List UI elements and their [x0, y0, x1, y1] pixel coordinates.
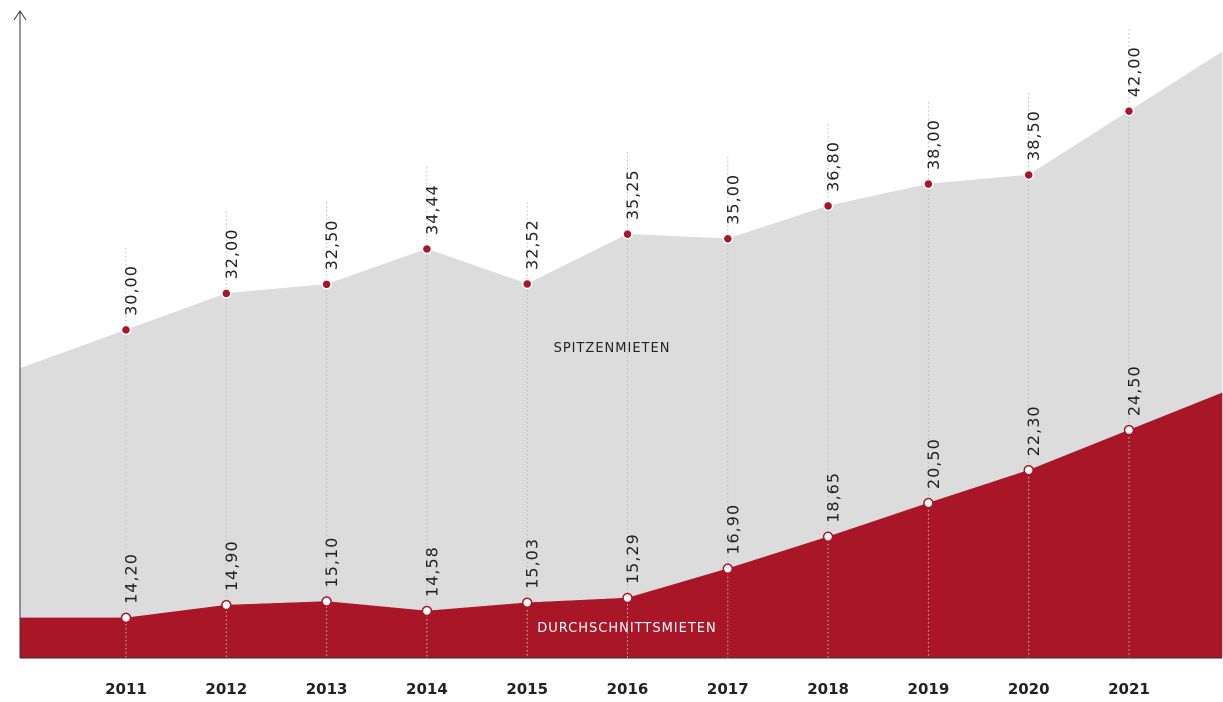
y-axis-arrow	[13, 10, 27, 21]
x-tick-label: 2016	[607, 680, 649, 698]
point	[221, 288, 232, 299]
point	[1123, 424, 1135, 436]
value-label: 15,10	[322, 537, 341, 588]
point	[1023, 464, 1034, 476]
x-tick-label: 2015	[506, 680, 548, 698]
point	[722, 233, 734, 244]
point	[321, 279, 332, 290]
marks: 30,00 32,00 32,50 34,44 32,52 35,25 35,00 36,80…	[105, 46, 1150, 698]
x-tick-label: 2018	[807, 680, 849, 698]
value-label: 36,80	[824, 141, 843, 192]
x-tick-label: 2013	[306, 680, 348, 698]
value-label: 32,52	[523, 219, 542, 270]
point	[622, 228, 633, 240]
series-label: DURCHSCHNITTSMIETEN	[537, 621, 716, 636]
value-label: 35,00	[723, 174, 742, 225]
value-label: 15,03	[523, 538, 542, 589]
x-tick-label: 2019	[908, 680, 950, 698]
value-label: 22,30	[1024, 405, 1043, 456]
value-label: 32,00	[222, 229, 241, 280]
point	[1123, 105, 1135, 117]
value-label: 38,50	[1024, 110, 1043, 161]
point	[120, 612, 132, 624]
value-label: 15,29	[623, 533, 642, 584]
x-tick-label: 2020	[1008, 680, 1050, 698]
point	[321, 596, 332, 607]
value-label: 38,00	[924, 119, 943, 170]
area-edge	[19, 617, 127, 659]
value-label: 34,44	[422, 184, 441, 235]
value-label: 20,50	[924, 438, 943, 489]
x-tick-label: 2011	[105, 680, 147, 698]
point	[822, 200, 834, 212]
point	[521, 597, 533, 609]
x-tick-label: 2017	[707, 680, 749, 698]
area-edge	[19, 329, 127, 659]
x-tick-label: 2012	[205, 680, 247, 698]
series-label: SPITZENMIETEN	[554, 341, 671, 356]
point	[822, 531, 834, 543]
value-label: 14,20	[122, 553, 141, 604]
value-label: 14,58	[422, 546, 441, 597]
area-edge	[1128, 392, 1223, 659]
point	[221, 599, 232, 611]
point	[421, 605, 433, 617]
value-label: 14,90	[222, 540, 241, 591]
value-label: 16,90	[723, 504, 742, 555]
value-label: 30,00	[122, 265, 141, 316]
point	[923, 178, 934, 190]
point	[521, 278, 533, 290]
value-label: 35,25	[623, 169, 642, 220]
value-label: 42,00	[1125, 46, 1144, 97]
point	[923, 497, 934, 509]
area	[125, 429, 1130, 659]
value-label: 18,65	[824, 472, 843, 523]
x-tick-label: 2014	[406, 680, 448, 698]
x-tick-label: 2021	[1108, 680, 1150, 698]
point	[120, 324, 132, 336]
value-label: 24,50	[1125, 365, 1144, 416]
point	[622, 592, 633, 604]
point	[722, 563, 734, 574]
point	[1023, 169, 1034, 181]
value-label: 32,50	[322, 220, 341, 271]
point	[421, 243, 433, 255]
